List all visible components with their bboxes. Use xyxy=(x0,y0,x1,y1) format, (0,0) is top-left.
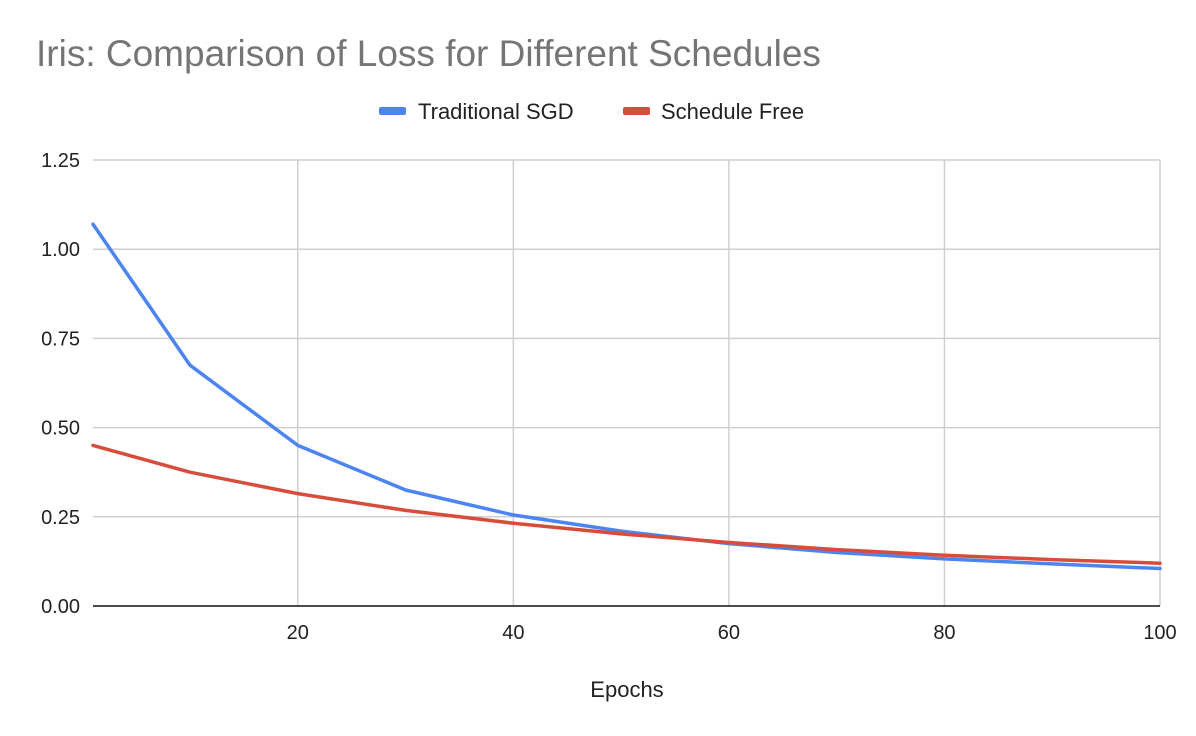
y-tick-label: 0.00 xyxy=(41,596,80,618)
grid-lines xyxy=(93,159,1161,606)
y-tick-label: 0.75 xyxy=(41,328,80,350)
x-tick-label: 20 xyxy=(287,622,309,644)
series-lines xyxy=(91,222,1162,571)
y-tick-label: 0.50 xyxy=(41,418,80,440)
x-tick-label: 80 xyxy=(933,622,955,644)
legend-swatch-traditional-sgd xyxy=(379,107,406,115)
series-line-schedule-free xyxy=(91,443,1162,565)
series-line-traditional-sgd xyxy=(91,222,1162,571)
legend-swatch-schedule-free xyxy=(623,107,650,115)
x-axis-title: Epochs xyxy=(590,677,663,702)
tick-labels: 0.00 0.25 0.50 0.75 1.00 1.25 20 40 60 80 100 xyxy=(41,150,1177,644)
y-tick-label: 1.25 xyxy=(41,150,80,172)
y-tick-label: 1.00 xyxy=(41,239,80,261)
chart-title: Iris: Comparison of Loss for Different S… xyxy=(36,33,821,74)
legend-label-schedule-free: Schedule Free xyxy=(661,99,804,124)
x-tick-label: 100 xyxy=(1143,622,1176,644)
legend-label-traditional-sgd: Traditional SGD xyxy=(418,99,574,124)
x-tick-label: 60 xyxy=(718,622,740,644)
y-tick-label: 0.25 xyxy=(41,507,80,529)
x-tick-label: 40 xyxy=(502,622,524,644)
chart-legend: Traditional SGD Schedule Free xyxy=(379,99,804,124)
